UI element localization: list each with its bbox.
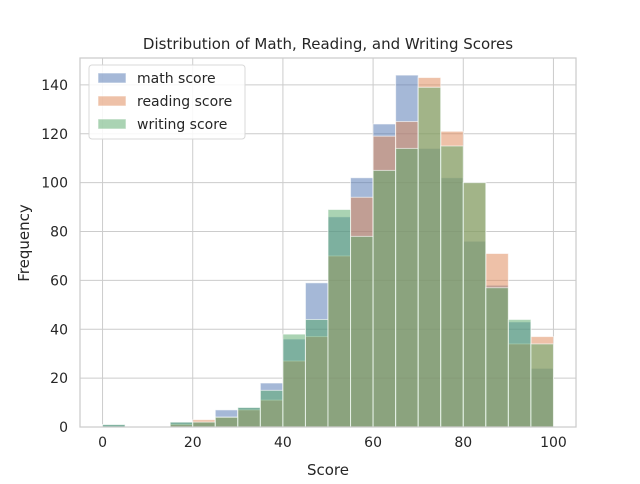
- histogram-bar: [282, 333, 306, 428]
- histogram-bar: [169, 421, 194, 428]
- x-tick-label: 20: [184, 435, 202, 451]
- series-writing-score: [102, 86, 554, 428]
- histogram-bar: [395, 147, 419, 428]
- legend-label: writing score: [137, 117, 227, 133]
- y-tick-label: 0: [59, 420, 68, 436]
- axes-frame: [79, 57, 577, 428]
- legend-label: reading score: [137, 94, 232, 110]
- y-tick-label: 40: [50, 322, 68, 338]
- y-tick-label: 80: [50, 225, 68, 241]
- histogram-bar: [304, 318, 329, 428]
- legend-swatch: [97, 72, 127, 84]
- x-tick-label: 80: [454, 435, 472, 451]
- bars-layer: [102, 74, 554, 428]
- y-tick-label: 100: [41, 176, 68, 192]
- histogram-bar: [530, 343, 554, 428]
- histogram-bar: [440, 145, 464, 428]
- histogram-bar: [485, 287, 509, 428]
- y-tick-label: 140: [41, 78, 68, 94]
- histogram-bar: [462, 182, 487, 428]
- histogram-bar: [214, 416, 239, 428]
- histogram-bar: [507, 318, 532, 428]
- histogram-bar: [327, 209, 352, 428]
- x-axis-label: Score: [307, 461, 349, 479]
- legend-swatch: [97, 95, 127, 107]
- x-tick-label: 100: [540, 435, 567, 451]
- legend: math score reading score writing score: [88, 64, 246, 140]
- histogram-bar: [417, 86, 442, 428]
- y-tick-label: 20: [50, 371, 68, 387]
- histogram-bar: [372, 169, 397, 428]
- legend-label: math score: [137, 71, 216, 87]
- histogram-bar: [350, 235, 374, 428]
- x-tick-label: 40: [274, 435, 292, 451]
- histogram-bar: [237, 406, 261, 428]
- x-tick-label: 0: [98, 435, 107, 451]
- plot-frame: [79, 57, 577, 428]
- x-tick-label: 60: [364, 435, 382, 451]
- chart-title: Distribution of Math, Reading, and Writi…: [143, 35, 513, 53]
- histogram-bar: [259, 389, 284, 428]
- y-tick-label: 60: [50, 273, 68, 289]
- y-tick-label: 120: [41, 127, 68, 143]
- y-axis-label: Frequency: [15, 204, 33, 282]
- legend-box: [88, 64, 246, 140]
- histogram-bar: [192, 421, 216, 428]
- legend-swatch: [97, 118, 127, 130]
- tick-labels: 0 20 40 60 80 100 0 20 40 60 80 100 120 140: [41, 78, 567, 451]
